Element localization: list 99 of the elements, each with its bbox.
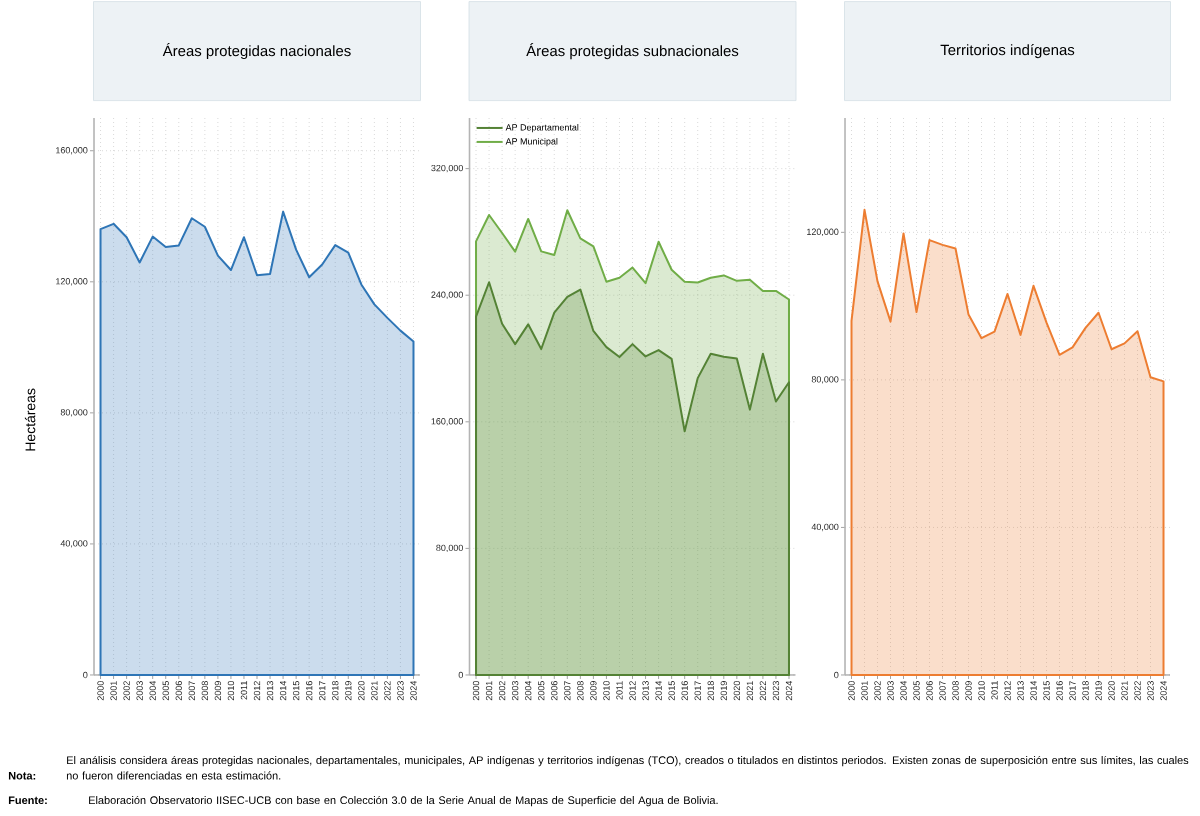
x-tick-label: 2009 (590, 681, 597, 701)
x-tick-label: 2017 (319, 681, 326, 701)
chart-title: Territorios indígenas (940, 44, 1075, 59)
x-tick-label: 2018 (707, 681, 714, 701)
x-tick-label: 2022 (759, 681, 767, 701)
x-tick-label: 2002 (123, 681, 130, 701)
x-tick-label: 2008 (201, 681, 209, 701)
x-tick-label: 2012 (1004, 681, 1011, 701)
x-tick-label: 2005 (162, 681, 169, 701)
chart-title: Áreas protegidas subnacionales (526, 43, 739, 60)
x-tick-label: 2021 (371, 681, 378, 701)
y-tick-label: 80,000 (811, 376, 839, 384)
x-tick-label: 2003 (136, 681, 143, 701)
x-tick-label: 2016 (1056, 681, 1063, 701)
text: Elaboración Observatorio IISEC-UCB con base en Colección 3.0 de la Serie Anual de Mapas de Superficie del Agua de Bolivia. (89, 795, 718, 807)
y-tick-label: 320,000 (431, 164, 463, 173)
x-tick-label: 2007 (564, 681, 571, 701)
x-tick-label: 2010 (978, 681, 985, 701)
x-tick-label: 2013 (642, 681, 649, 701)
x-tick-label: 2019 (345, 681, 352, 701)
x-tick-label: 2004 (149, 680, 156, 701)
x-tick-label: 2005 (538, 681, 545, 701)
x-tick-label: 2010 (227, 681, 235, 701)
x-tick-label: 2020 (733, 681, 741, 701)
x-tick-label: 2023 (1147, 681, 1154, 701)
x-tick-label: 2002 (498, 681, 506, 701)
x-tick-label: 2014 (655, 680, 662, 701)
x-tick-label: 2015 (668, 681, 675, 701)
y-tick-label: 80,000 (436, 544, 463, 553)
x-tick-label: 2014 (1030, 680, 1037, 701)
y-tick-label: 160,000 (431, 418, 463, 426)
x-tick-label: 2010 (603, 681, 610, 701)
x-tick-label: 2000 (848, 681, 855, 701)
x-tick-label: 2023 (397, 681, 404, 701)
y-tick-label: 0 (458, 671, 463, 679)
x-tick-label: 2024 (1160, 680, 1167, 701)
x-tick-label: 2005 (913, 681, 920, 701)
x-tick-label: 2000 (97, 681, 104, 701)
x-tick-label: 2004 (900, 680, 907, 701)
text: Nota: (8, 771, 36, 780)
x-tick-label: 2009 (965, 681, 972, 701)
x-tick-label: 2003 (887, 681, 894, 701)
y-tick-label: 40,000 (60, 540, 88, 548)
x-tick-label: 2012 (253, 681, 261, 701)
x-tick-label: 2008 (952, 681, 959, 701)
x-tick-label: 2007 (188, 681, 195, 701)
x-tick-label: 2001 (110, 681, 117, 701)
x-tick-label: 2008 (577, 681, 584, 701)
y-tick-label: 80,000 (60, 409, 88, 417)
x-tick-label: 2017 (1069, 681, 1076, 701)
legend-label: AP Departamental (505, 123, 579, 133)
x-tick-label: 2024 (410, 680, 417, 701)
x-tick-label: 2007 (939, 681, 946, 701)
x-tick-label: 2023 (772, 681, 780, 701)
x-tick-label: 2013 (1017, 681, 1024, 701)
y-tick-label: 0 (83, 671, 88, 679)
x-tick-label: 2006 (175, 681, 182, 701)
x-tick-label: 2024 (785, 680, 793, 701)
x-tick-label: 2011 (616, 681, 623, 700)
x-tick-label: 2022 (1134, 681, 1141, 701)
y-tick-label: 240,000 (431, 291, 463, 299)
x-tick-label: 2018 (332, 681, 339, 701)
y-tick-label: 160,000 (56, 147, 88, 155)
x-tick-label: 2001 (861, 681, 868, 701)
x-tick-label: 2018 (1082, 681, 1089, 701)
x-tick-label: 2000 (472, 681, 480, 701)
x-tick-label: 2020 (358, 681, 365, 701)
x-tick-label: 2012 (629, 681, 636, 701)
chart-title: Áreas protegidas nacionales (162, 43, 351, 60)
x-tick-label: 2015 (1043, 681, 1050, 701)
x-tick-label: 2016 (681, 681, 688, 701)
y-tick-label: 120,000 (56, 278, 88, 286)
x-tick-label: 2019 (1095, 681, 1102, 701)
x-tick-label: 2002 (874, 681, 881, 701)
x-tick-label: 2021 (1121, 681, 1128, 701)
x-tick-label: 2009 (214, 681, 222, 701)
y-tick-label: 40,000 (811, 523, 839, 532)
x-tick-label: 2015 (292, 681, 300, 701)
x-tick-label: 2003 (511, 681, 519, 701)
y-tick-label: 120,000 (807, 228, 839, 237)
x-tick-label: 2014 (279, 680, 287, 701)
x-tick-label: 2011 (991, 681, 998, 700)
x-tick-label: 2006 (926, 681, 933, 701)
x-tick-label: 2006 (551, 681, 558, 701)
x-tick-label: 2013 (266, 681, 274, 701)
text: El análisis considera áreas protegidas nacionales, departamentales, municipales, AP indígenas y territorios indígenas (TCO), creados o titulados en distintos periodos. Existen zonas de superposición entre sus límites, las cuales no fueron diferenciadas en esta estimación. (66, 755, 1189, 780)
legend-label: AP Municipal (505, 137, 558, 147)
x-tick-label: 2011 (240, 681, 248, 700)
x-tick-label: 2019 (720, 681, 727, 701)
x-tick-label: 2021 (746, 681, 754, 701)
x-tick-label: 2020 (1108, 681, 1115, 701)
x-tick-label: 2017 (694, 681, 701, 701)
x-tick-label: 2016 (305, 681, 313, 701)
y-axis-title: Hectáreas (24, 388, 36, 451)
x-tick-label: 2004 (525, 680, 532, 701)
x-tick-label: 2001 (485, 681, 493, 701)
x-tick-label: 2022 (384, 681, 391, 701)
y-tick-label: 0 (834, 671, 839, 679)
source-note: Fuente: (8, 796, 47, 805)
